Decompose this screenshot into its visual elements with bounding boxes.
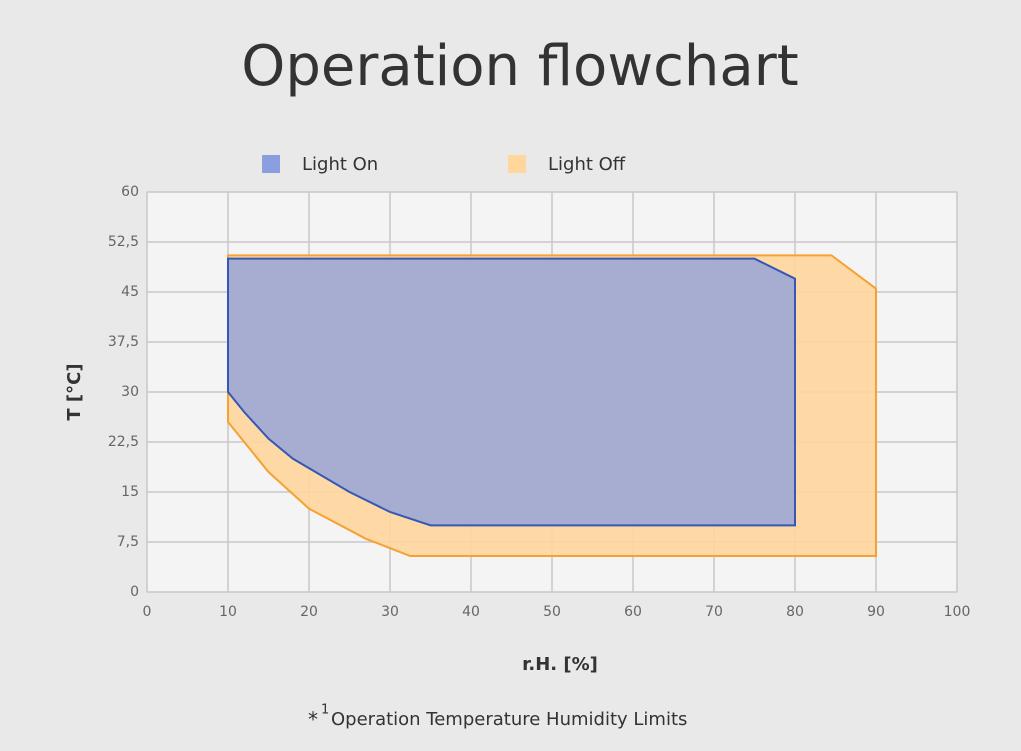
y-tick-label: 22,5 (108, 434, 139, 450)
area (227, 257, 796, 527)
legend-swatch (508, 155, 526, 173)
x-tick-label: 100 (944, 604, 971, 620)
x-tick-label: 30 (381, 604, 399, 620)
footnote-sup: 1 (321, 703, 329, 718)
y-tick-label: 15 (121, 484, 139, 500)
x-tick-label: 80 (786, 604, 804, 620)
legend-label: Light Off (548, 154, 626, 175)
x-tick-label: 70 (705, 604, 723, 620)
legend-swatch (262, 155, 280, 173)
y-tick-label: 37,5 (108, 334, 139, 350)
y-tick-label: 0 (130, 584, 139, 600)
x-axis-label: r.H. [%] (522, 654, 598, 675)
labels: 0 7,5 15 22,5 30 37,5 45 52,5 60 0 10 20 30 40 50 60 70 8… (108, 154, 971, 620)
y-tick-label: 60 (121, 184, 139, 200)
x-tick-label: 10 (219, 604, 237, 620)
chart-title: Operation flowchart (241, 34, 798, 99)
y-tick-label: 7,5 (117, 534, 139, 550)
x-tick-label: 90 (867, 604, 885, 620)
y-tick-label: 52,5 (108, 234, 139, 250)
x-tick-label: 0 (143, 604, 152, 620)
footnote: Operation Temperature Humidity Limits (331, 709, 687, 730)
y-tick-label: 45 (121, 284, 139, 300)
x-tick-label: 40 (462, 604, 480, 620)
y-axis-label: T [°C] (64, 363, 85, 420)
x-tick-label: 60 (624, 604, 642, 620)
x-tick-label: 20 (300, 604, 318, 620)
y-tick-label: 30 (121, 384, 139, 400)
x-tick-label: 50 (543, 604, 561, 620)
areas (227, 254, 877, 557)
legend-label: Light On (302, 154, 378, 175)
footnote-marker: * (308, 708, 318, 732)
